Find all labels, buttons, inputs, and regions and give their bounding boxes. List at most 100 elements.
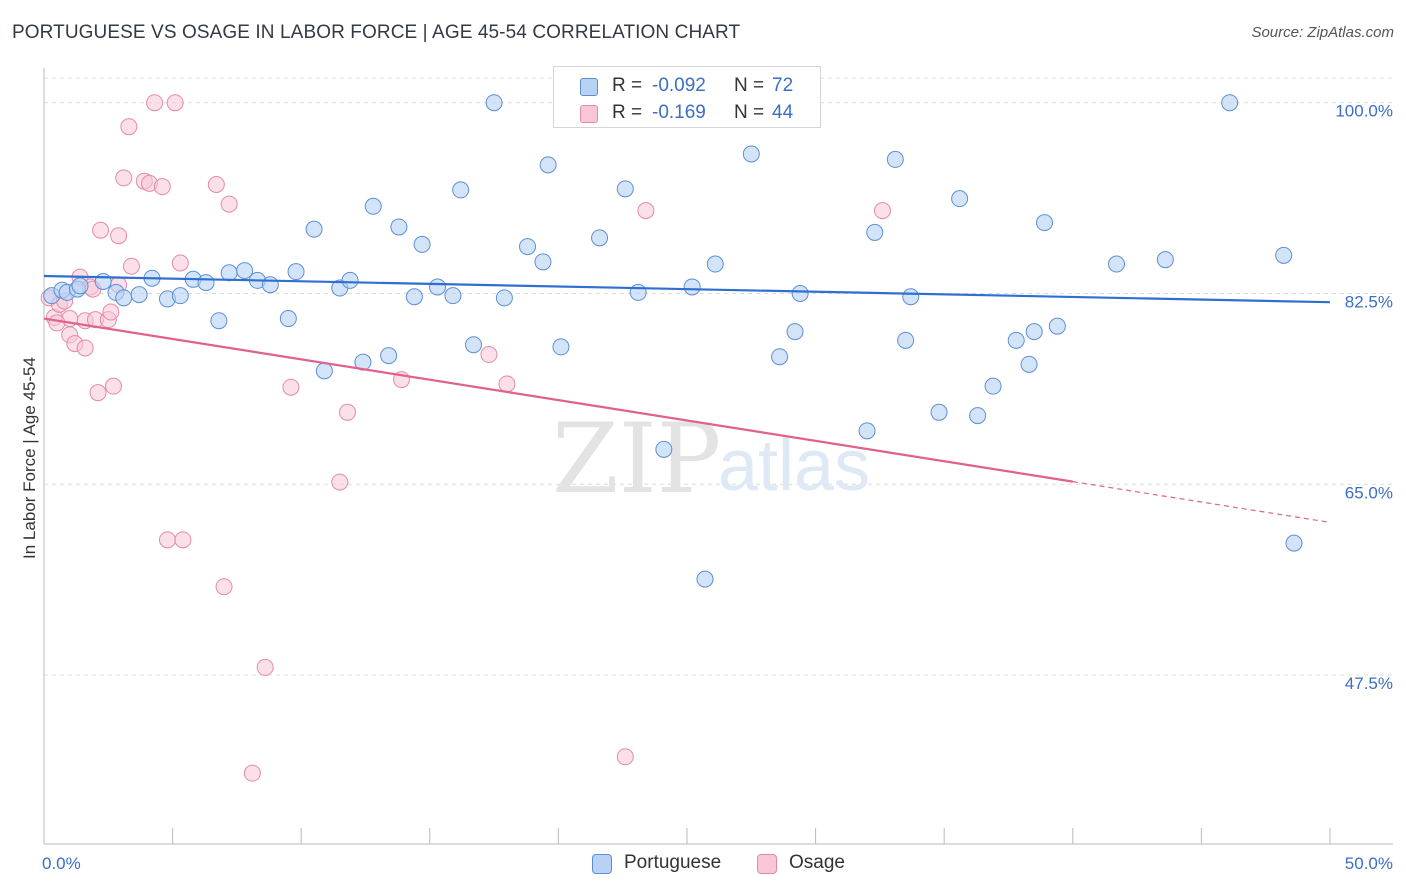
- portuguese-point: [220, 264, 238, 282]
- osage-point: [282, 378, 300, 396]
- watermark-atlas: atlas: [718, 426, 870, 506]
- osage-point: [207, 175, 225, 193]
- osage-trend-line: [43, 317, 1073, 483]
- osage-point: [331, 473, 349, 491]
- portuguese-point: [210, 312, 228, 330]
- osage-point: [498, 375, 516, 393]
- portuguese-point: [984, 377, 1002, 395]
- watermark-zip: ZIP: [552, 403, 721, 515]
- portuguese-point: [94, 272, 112, 290]
- portuguese-point: [444, 287, 462, 305]
- osage-legend-swatch: [757, 854, 777, 874]
- x-tick-label: 50.0%: [1345, 854, 1393, 873]
- portuguese-point: [1007, 331, 1025, 349]
- portuguese-point: [305, 220, 323, 238]
- portuguese-point: [287, 263, 305, 281]
- portuguese-point: [629, 283, 647, 301]
- portuguese-point: [1020, 355, 1038, 373]
- portuguese-point: [791, 284, 809, 302]
- portuguese-trend-line: [43, 274, 1331, 304]
- portuguese-point: [886, 150, 904, 168]
- portuguese-point: [858, 422, 876, 440]
- portuguese-point: [465, 336, 483, 354]
- portuguese-n-value: 72: [772, 75, 794, 96]
- osage-point: [480, 346, 498, 364]
- portuguese-point: [115, 289, 133, 307]
- portuguese-point: [390, 218, 408, 236]
- portuguese-point: [380, 347, 398, 365]
- portuguese-point: [261, 276, 279, 294]
- x-tick-label: 0.0%: [42, 854, 81, 873]
- portuguese-point: [1025, 323, 1043, 341]
- portuguese-point: [930, 403, 948, 421]
- osage-point: [92, 221, 110, 239]
- osage-point: [220, 195, 238, 213]
- portuguese-point: [315, 362, 333, 380]
- portuguese-r-value: -0.092: [652, 75, 706, 96]
- portuguese-point: [1036, 214, 1054, 232]
- osage-trend-extension: [1072, 481, 1331, 524]
- osage-point: [76, 339, 94, 357]
- osage-point: [637, 202, 655, 220]
- osage-point: [120, 118, 138, 136]
- osage-point: [243, 764, 261, 782]
- legend-row-osage: R = -0.169 N = 44: [554, 101, 820, 127]
- portuguese-point: [413, 235, 431, 253]
- portuguese-point: [519, 238, 537, 256]
- axis-labels: 100.0% 82.5% 65.0% 47.5% 0.0% 50.0%: [42, 102, 1393, 873]
- osage-swatch: [580, 105, 598, 123]
- portuguese-swatch: [580, 78, 598, 96]
- portuguese-point: [71, 277, 89, 295]
- portuguese-point: [534, 253, 552, 271]
- portuguese-point: [552, 338, 570, 356]
- portuguese-point: [786, 323, 804, 341]
- n-label: N =: [734, 75, 765, 96]
- osage-legend-label: Osage: [789, 852, 845, 873]
- portuguese-point: [866, 223, 884, 241]
- portuguese-point: [197, 274, 215, 292]
- legend-row-portuguese: R = -0.092 N = 72: [554, 74, 820, 100]
- portuguese-point: [1221, 94, 1239, 112]
- axes: [43, 68, 1393, 845]
- trend-lines: [43, 274, 1331, 524]
- portuguese-point: [130, 286, 148, 304]
- y-tick-label: 65.0%: [1345, 483, 1393, 502]
- portuguese-point: [405, 288, 423, 306]
- osage-point: [873, 202, 891, 220]
- y-axis-title: In Labor Force | Age 45-54: [20, 357, 39, 559]
- osage-point: [122, 257, 140, 275]
- portuguese-legend-label: Portuguese: [624, 852, 722, 873]
- r-label: R =: [612, 75, 643, 96]
- portuguese-point: [969, 407, 987, 425]
- osage-point: [48, 314, 66, 332]
- osage-point: [115, 169, 133, 187]
- y-tick-label: 82.5%: [1345, 292, 1393, 311]
- osage-point: [171, 254, 189, 272]
- portuguese-point: [1275, 246, 1293, 264]
- portuguese-point: [452, 181, 470, 199]
- portuguese-point: [696, 570, 714, 588]
- portuguese-point: [1285, 534, 1303, 552]
- portuguese-point: [616, 180, 634, 198]
- osage-point: [146, 94, 164, 112]
- series-legend: Portuguese Osage: [0, 852, 1406, 878]
- portuguese-point: [364, 197, 382, 215]
- osage-point: [338, 403, 356, 421]
- r-label: R =: [612, 102, 643, 123]
- osage-point: [102, 303, 120, 321]
- portuguese-point: [171, 287, 189, 305]
- portuguese-point: [1108, 255, 1126, 273]
- portuguese-point: [236, 262, 254, 280]
- osage-point: [104, 377, 122, 395]
- portuguese-point: [495, 289, 513, 307]
- portuguese-point: [951, 190, 969, 208]
- source-label: Source: ZipAtlas.com: [1251, 24, 1394, 41]
- portuguese-point: [771, 348, 789, 366]
- portuguese-point: [485, 94, 503, 112]
- osage-r-value: -0.169: [652, 102, 706, 123]
- portuguese-point: [279, 310, 297, 328]
- portuguese-point: [655, 440, 673, 458]
- osage-point: [215, 578, 233, 596]
- portuguese-point: [706, 255, 724, 273]
